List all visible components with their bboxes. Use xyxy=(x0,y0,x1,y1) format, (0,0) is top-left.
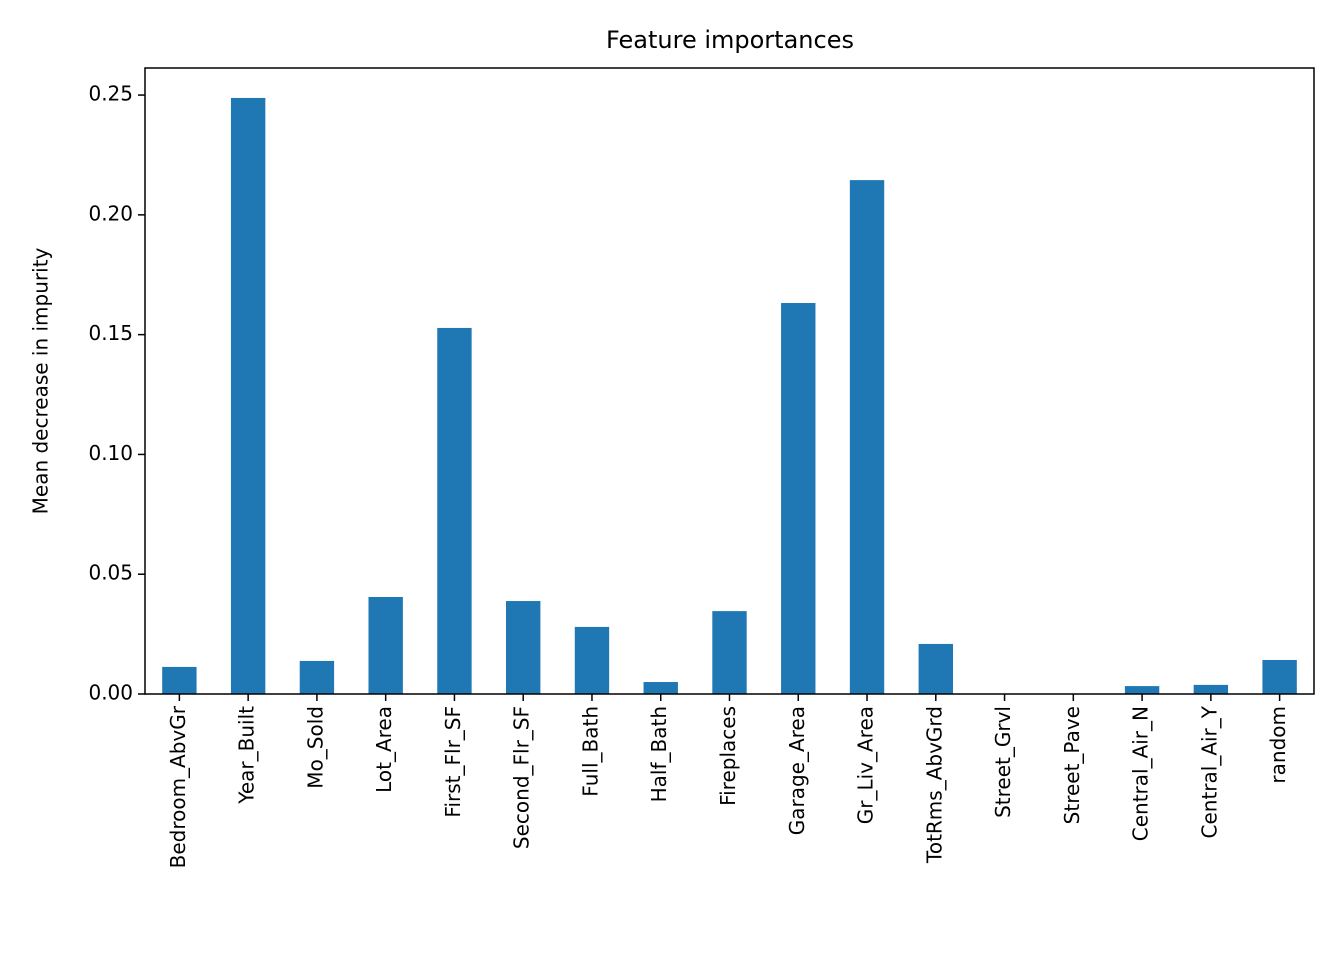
x-tick-label: Garage_Area xyxy=(785,706,809,835)
bar xyxy=(506,601,541,694)
bar xyxy=(437,327,472,694)
y-tick-label: 0.25 xyxy=(88,82,133,106)
x-tick-label: Half_Bath xyxy=(647,706,671,802)
x-tick-label: Street_Grvl xyxy=(991,706,1015,818)
bar xyxy=(712,611,747,694)
y-tick-label: 0.00 xyxy=(88,681,133,705)
bar xyxy=(1124,686,1160,694)
plot-frame xyxy=(144,67,1315,695)
x-tick-label: Mo_Sold xyxy=(303,706,327,789)
x-tick-label: Bedroom_AbvGr xyxy=(166,705,190,868)
x-tick-label: Year_Built xyxy=(235,706,259,805)
x-tick-label: Second_Flr_SF xyxy=(510,706,534,849)
x-tick-label: Central_Air_N xyxy=(1129,706,1153,841)
y-tick-label: 0.05 xyxy=(88,561,133,585)
y-axis-label: Mean decrease in impurity xyxy=(29,247,53,514)
x-tick-label: Central_Air_Y xyxy=(1197,705,1221,838)
x-tick-label: Lot_Area xyxy=(372,706,396,793)
bar xyxy=(1262,659,1297,694)
bar xyxy=(368,596,403,694)
bar xyxy=(162,666,197,694)
x-tick-label: Gr_Liv_Area xyxy=(854,706,878,824)
x-tick-label: random xyxy=(1266,706,1290,784)
bar xyxy=(781,303,816,694)
x-tick-label: Fireplaces xyxy=(716,706,740,806)
bar xyxy=(299,660,335,694)
bar xyxy=(230,97,266,695)
x-tick-label: First_Flr_SF xyxy=(441,706,465,818)
x-tick-label: Street_Pave xyxy=(1060,706,1084,824)
chart-title: Feature importances xyxy=(606,26,854,54)
bar xyxy=(849,180,885,695)
bar xyxy=(643,682,678,694)
x-tick-label: Full_Bath xyxy=(578,706,602,797)
bar xyxy=(918,643,953,694)
y-tick-label: 0.20 xyxy=(88,201,133,225)
bar xyxy=(1193,684,1229,694)
y-tick-label: 0.10 xyxy=(88,441,133,465)
bar xyxy=(574,626,610,694)
y-tick-label: 0.15 xyxy=(88,321,133,345)
x-tick-label: TotRms_AbvGrd xyxy=(922,706,946,864)
